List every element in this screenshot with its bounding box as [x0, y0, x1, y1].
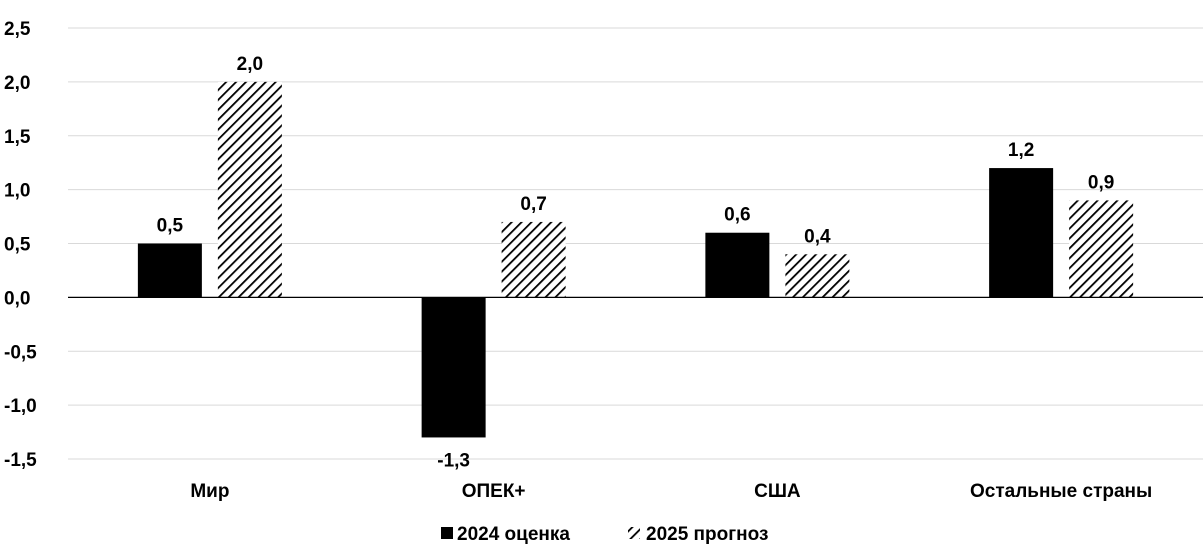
y-tick-label: -1,0 [4, 396, 37, 417]
legend-swatch-2025 [628, 527, 640, 539]
data-label: 2,0 [237, 54, 263, 75]
data-label: 0,9 [1088, 172, 1114, 193]
bar [1069, 200, 1134, 298]
y-tick-label: 1,5 [4, 127, 31, 148]
data-labels: 0,5 2,0 -1,3 0,7 0,6 0,4 1,2 0,9 [157, 54, 1115, 472]
y-tick-label: 2,0 [4, 73, 30, 94]
bar [785, 254, 850, 298]
category-label: США [754, 481, 801, 502]
y-tick-label: -1,5 [4, 450, 37, 471]
bar [501, 221, 566, 298]
data-label: 0,7 [520, 194, 546, 215]
data-label: -1,3 [437, 450, 470, 471]
data-label: 0,5 [157, 216, 184, 237]
bar [989, 168, 1054, 298]
y-tick-label: 2,5 [4, 19, 31, 40]
bar [137, 243, 202, 298]
legend-swatch-2024 [441, 527, 453, 539]
bars [137, 81, 1134, 438]
data-label: 1,2 [1008, 140, 1034, 161]
y-tick-label: 0,5 [4, 235, 31, 256]
category-label: Остальные страны [970, 481, 1152, 502]
bar [705, 232, 770, 298]
legend-label-2024: 2024 оценка [457, 524, 570, 545]
bar [217, 81, 282, 298]
data-label: 0,6 [724, 205, 750, 226]
category-labels: Мир ОПЕК+ США Остальные страны [190, 481, 1152, 502]
y-tick-label: 1,0 [4, 181, 30, 202]
category-label: Мир [190, 481, 229, 502]
legend: 2024 оценка 2025 прогноз [441, 524, 768, 545]
legend-label-2025: 2025 прогноз [646, 524, 768, 545]
y-axis-tick-labels: 2,5 2,0 1,5 1,0 0,5 0,0 -0,5 -1,0 -1,5 [4, 19, 37, 471]
bar [421, 297, 486, 438]
data-label: 0,4 [804, 226, 831, 247]
y-tick-label: -0,5 [4, 342, 37, 363]
y-tick-label: 0,0 [4, 288, 30, 309]
category-label: ОПЕК+ [462, 481, 526, 502]
